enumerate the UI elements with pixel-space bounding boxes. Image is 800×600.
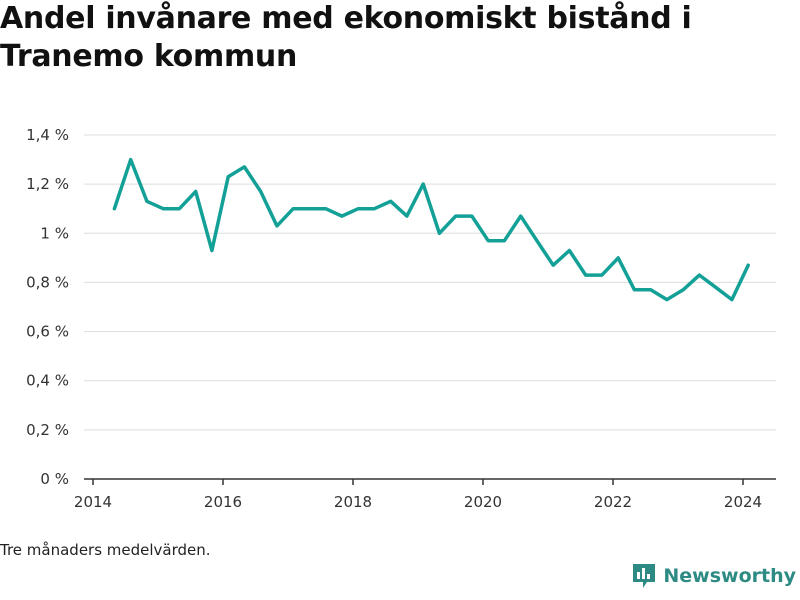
y-tick-label: 1,2 % xyxy=(26,175,69,193)
y-tick-label: 0,8 % xyxy=(26,273,69,291)
series-line xyxy=(112,157,750,302)
grid-lines xyxy=(84,134,776,431)
x-axis: 2014 2016 2018 2020 2022 2024 xyxy=(74,478,776,511)
y-tick-label: 0,4 % xyxy=(26,372,69,390)
x-tick-label: 2018 xyxy=(334,493,372,511)
y-axis-tick-labels: 0 % 0,2 % 0,4 % 0,6 % 0,8 % 1 % 1,2 % 1,4 % xyxy=(26,126,69,488)
chart-caption: Tre månaders medelvärden. xyxy=(0,541,211,559)
y-tick-label: 0 % xyxy=(40,470,69,488)
x-tick-label: 2014 xyxy=(74,493,112,511)
brand-name: Newsworthy xyxy=(663,565,796,587)
y-tick-label: 1 % xyxy=(40,224,69,242)
x-tick-label: 2020 xyxy=(464,493,502,511)
x-tick-label: 2022 xyxy=(594,493,632,511)
chart-title: Andel invånare med ekonomiskt bistånd i … xyxy=(0,1,692,74)
series-layer xyxy=(112,157,750,302)
x-tick-label: 2024 xyxy=(724,493,762,511)
x-tick-label: 2016 xyxy=(204,493,242,511)
y-tick-label: 0,2 % xyxy=(26,421,69,439)
bar-chart-logo-icon xyxy=(633,564,656,588)
y-tick-label: 1,4 % xyxy=(26,126,69,144)
brand-logo: Newsworthy xyxy=(631,562,796,590)
y-tick-label: 0,6 % xyxy=(26,323,69,341)
